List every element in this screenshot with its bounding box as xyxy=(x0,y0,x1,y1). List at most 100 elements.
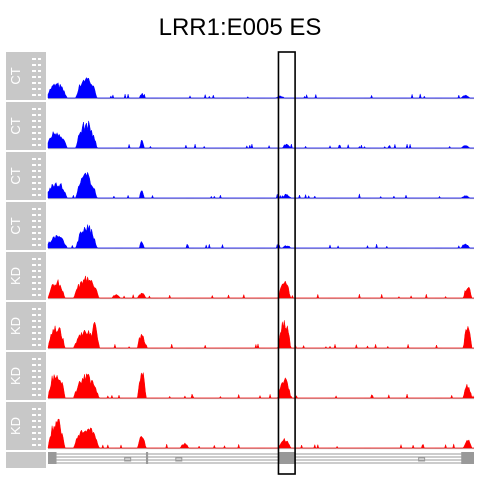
scale-tick xyxy=(32,320,36,322)
scale-tick xyxy=(32,76,36,78)
scale-tick xyxy=(38,58,41,60)
scale-tick xyxy=(38,370,41,372)
scale-tick xyxy=(38,182,41,184)
track-label: KD xyxy=(8,317,23,335)
scale-tick xyxy=(32,408,36,410)
scale-tick xyxy=(38,388,41,390)
scale-tick xyxy=(38,88,41,90)
scale-tick xyxy=(38,338,41,340)
scale-tick xyxy=(32,332,36,334)
scale-tick xyxy=(32,170,36,172)
scale-tick xyxy=(32,108,36,110)
scale-tick xyxy=(32,176,36,178)
scale-tick xyxy=(38,158,41,160)
signal-area xyxy=(47,77,474,99)
scale-tick xyxy=(38,294,41,296)
scale-tick xyxy=(32,326,36,328)
track-label: CT xyxy=(8,217,23,234)
scale-tick xyxy=(38,132,41,134)
scale-tick xyxy=(38,214,41,216)
scale-tick xyxy=(32,188,36,190)
signal-area xyxy=(47,171,474,199)
scale-tick xyxy=(38,394,41,396)
scale-tick xyxy=(38,426,41,428)
scale-tick xyxy=(32,314,36,316)
gene-exon xyxy=(145,452,149,464)
scale-tick xyxy=(38,314,41,316)
scale-tick xyxy=(38,164,41,166)
track-label: CT xyxy=(8,167,23,184)
scale-tick xyxy=(32,164,36,166)
scale-tick xyxy=(32,114,36,116)
signal-area xyxy=(47,120,474,149)
gene-exon xyxy=(461,452,474,464)
scale-tick xyxy=(38,320,41,322)
gene-feature xyxy=(175,457,183,462)
scale-tick xyxy=(38,188,41,190)
scale-tick xyxy=(32,370,36,372)
scale-tick xyxy=(32,282,36,284)
scale-tick xyxy=(38,326,41,328)
scale-tick xyxy=(32,64,36,66)
scale-tick xyxy=(38,238,41,240)
scale-tick xyxy=(38,420,41,422)
scale-tick xyxy=(38,94,41,96)
scale-tick xyxy=(38,120,41,122)
scale-tick xyxy=(32,338,36,340)
scale-tick xyxy=(32,158,36,160)
scale-tick xyxy=(38,144,41,146)
scale-tick xyxy=(32,276,36,278)
scale-tick xyxy=(32,144,36,146)
gene-exon xyxy=(48,452,57,464)
scale-tick xyxy=(32,232,36,234)
gene-exon xyxy=(278,452,296,464)
scale-tick xyxy=(32,420,36,422)
gene-label-box xyxy=(6,452,46,468)
track-label: CT xyxy=(8,67,23,84)
scale-tick xyxy=(38,282,41,284)
scale-tick xyxy=(32,344,36,346)
scale-tick xyxy=(38,376,41,378)
scale-tick xyxy=(32,138,36,140)
scale-tick xyxy=(32,358,36,360)
track-label: KD xyxy=(8,417,23,435)
scale-tick xyxy=(32,382,36,384)
scale-tick xyxy=(32,376,36,378)
signal-area xyxy=(47,371,475,399)
scale-tick xyxy=(32,126,36,128)
scale-tick xyxy=(32,308,36,310)
scale-tick xyxy=(32,288,36,290)
scale-tick xyxy=(38,332,41,334)
scale-tick xyxy=(32,182,36,184)
highlight-box xyxy=(277,51,296,475)
scale-tick xyxy=(38,232,41,234)
scale-tick xyxy=(38,82,41,84)
track-label: CT xyxy=(8,117,23,134)
scale-tick xyxy=(32,238,36,240)
scale-tick xyxy=(38,108,41,110)
scale-tick xyxy=(32,426,36,428)
signal-area xyxy=(47,418,474,449)
scale-tick xyxy=(38,432,41,434)
scale-tick xyxy=(38,308,41,310)
scale-tick xyxy=(32,294,36,296)
scale-tick xyxy=(38,126,41,128)
scale-tick xyxy=(38,170,41,172)
scale-tick xyxy=(32,132,36,134)
signal-area xyxy=(47,224,474,249)
scale-tick xyxy=(38,264,41,266)
scale-tick xyxy=(38,414,41,416)
scale-tick xyxy=(38,138,41,140)
scale-tick xyxy=(38,76,41,78)
scale-tick xyxy=(38,364,41,366)
scale-tick xyxy=(32,82,36,84)
scale-tick xyxy=(32,258,36,260)
scale-tick xyxy=(32,194,36,196)
scale-tick xyxy=(38,70,41,72)
track-label: KD xyxy=(8,267,23,285)
scale-tick xyxy=(32,438,36,440)
scale-tick xyxy=(38,438,41,440)
signal-area xyxy=(47,320,474,349)
